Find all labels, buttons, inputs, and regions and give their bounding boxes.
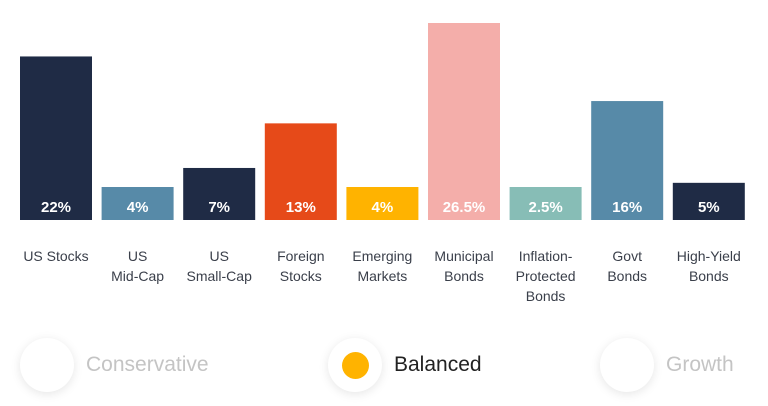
bar-value-label: 13% — [286, 199, 316, 216]
category-label: High-Yield Bonds — [676, 248, 741, 284]
option-growth[interactable]: Growth — [600, 338, 734, 392]
radio-growth[interactable] — [600, 338, 654, 392]
bar-value-label: 16% — [612, 199, 642, 216]
bar — [591, 101, 664, 220]
radio-balanced[interactable] — [328, 338, 382, 392]
radio-conservative[interactable] — [20, 338, 74, 392]
category-label: US Small-Cap — [186, 248, 252, 284]
bar — [672, 182, 745, 220]
option-label: Balanced — [394, 353, 482, 376]
category-label: Municipal Bonds — [434, 248, 494, 284]
bar — [101, 187, 174, 220]
bar-value-label: 7% — [208, 199, 230, 216]
category-label: US Mid-Cap — [111, 248, 165, 284]
option-label: Growth — [666, 353, 734, 376]
bar — [428, 23, 500, 220]
bar-value-label: 4% — [127, 199, 149, 216]
option-balanced[interactable]: Balanced — [328, 338, 482, 392]
bar — [20, 56, 92, 220]
category-label: Govt Bonds — [607, 248, 648, 284]
bar-value-label: 26.5% — [443, 199, 486, 216]
category-label: US Stocks — [23, 248, 89, 264]
bar — [509, 187, 582, 220]
category-label: Inflation- Protected Bonds — [515, 248, 576, 304]
category-label: Foreign Stocks — [277, 248, 325, 284]
bar-value-label: 22% — [41, 199, 71, 216]
allocation-bar-chart: 22% 4% 7% 13% 4% 26.5% 2.5% 16% 5% — [20, 23, 745, 220]
bar-value-label: 4% — [372, 199, 394, 216]
option-label: Conservative — [86, 353, 209, 376]
bar — [264, 123, 337, 220]
bar-value-label: 5% — [698, 199, 720, 216]
category-label: Emerging Markets — [352, 248, 413, 284]
selected-dot-icon — [341, 351, 369, 379]
bar-value-label: 2.5% — [528, 199, 562, 216]
bar — [346, 187, 419, 220]
bar — [183, 167, 256, 220]
option-conservative[interactable]: Conservative — [20, 338, 209, 392]
